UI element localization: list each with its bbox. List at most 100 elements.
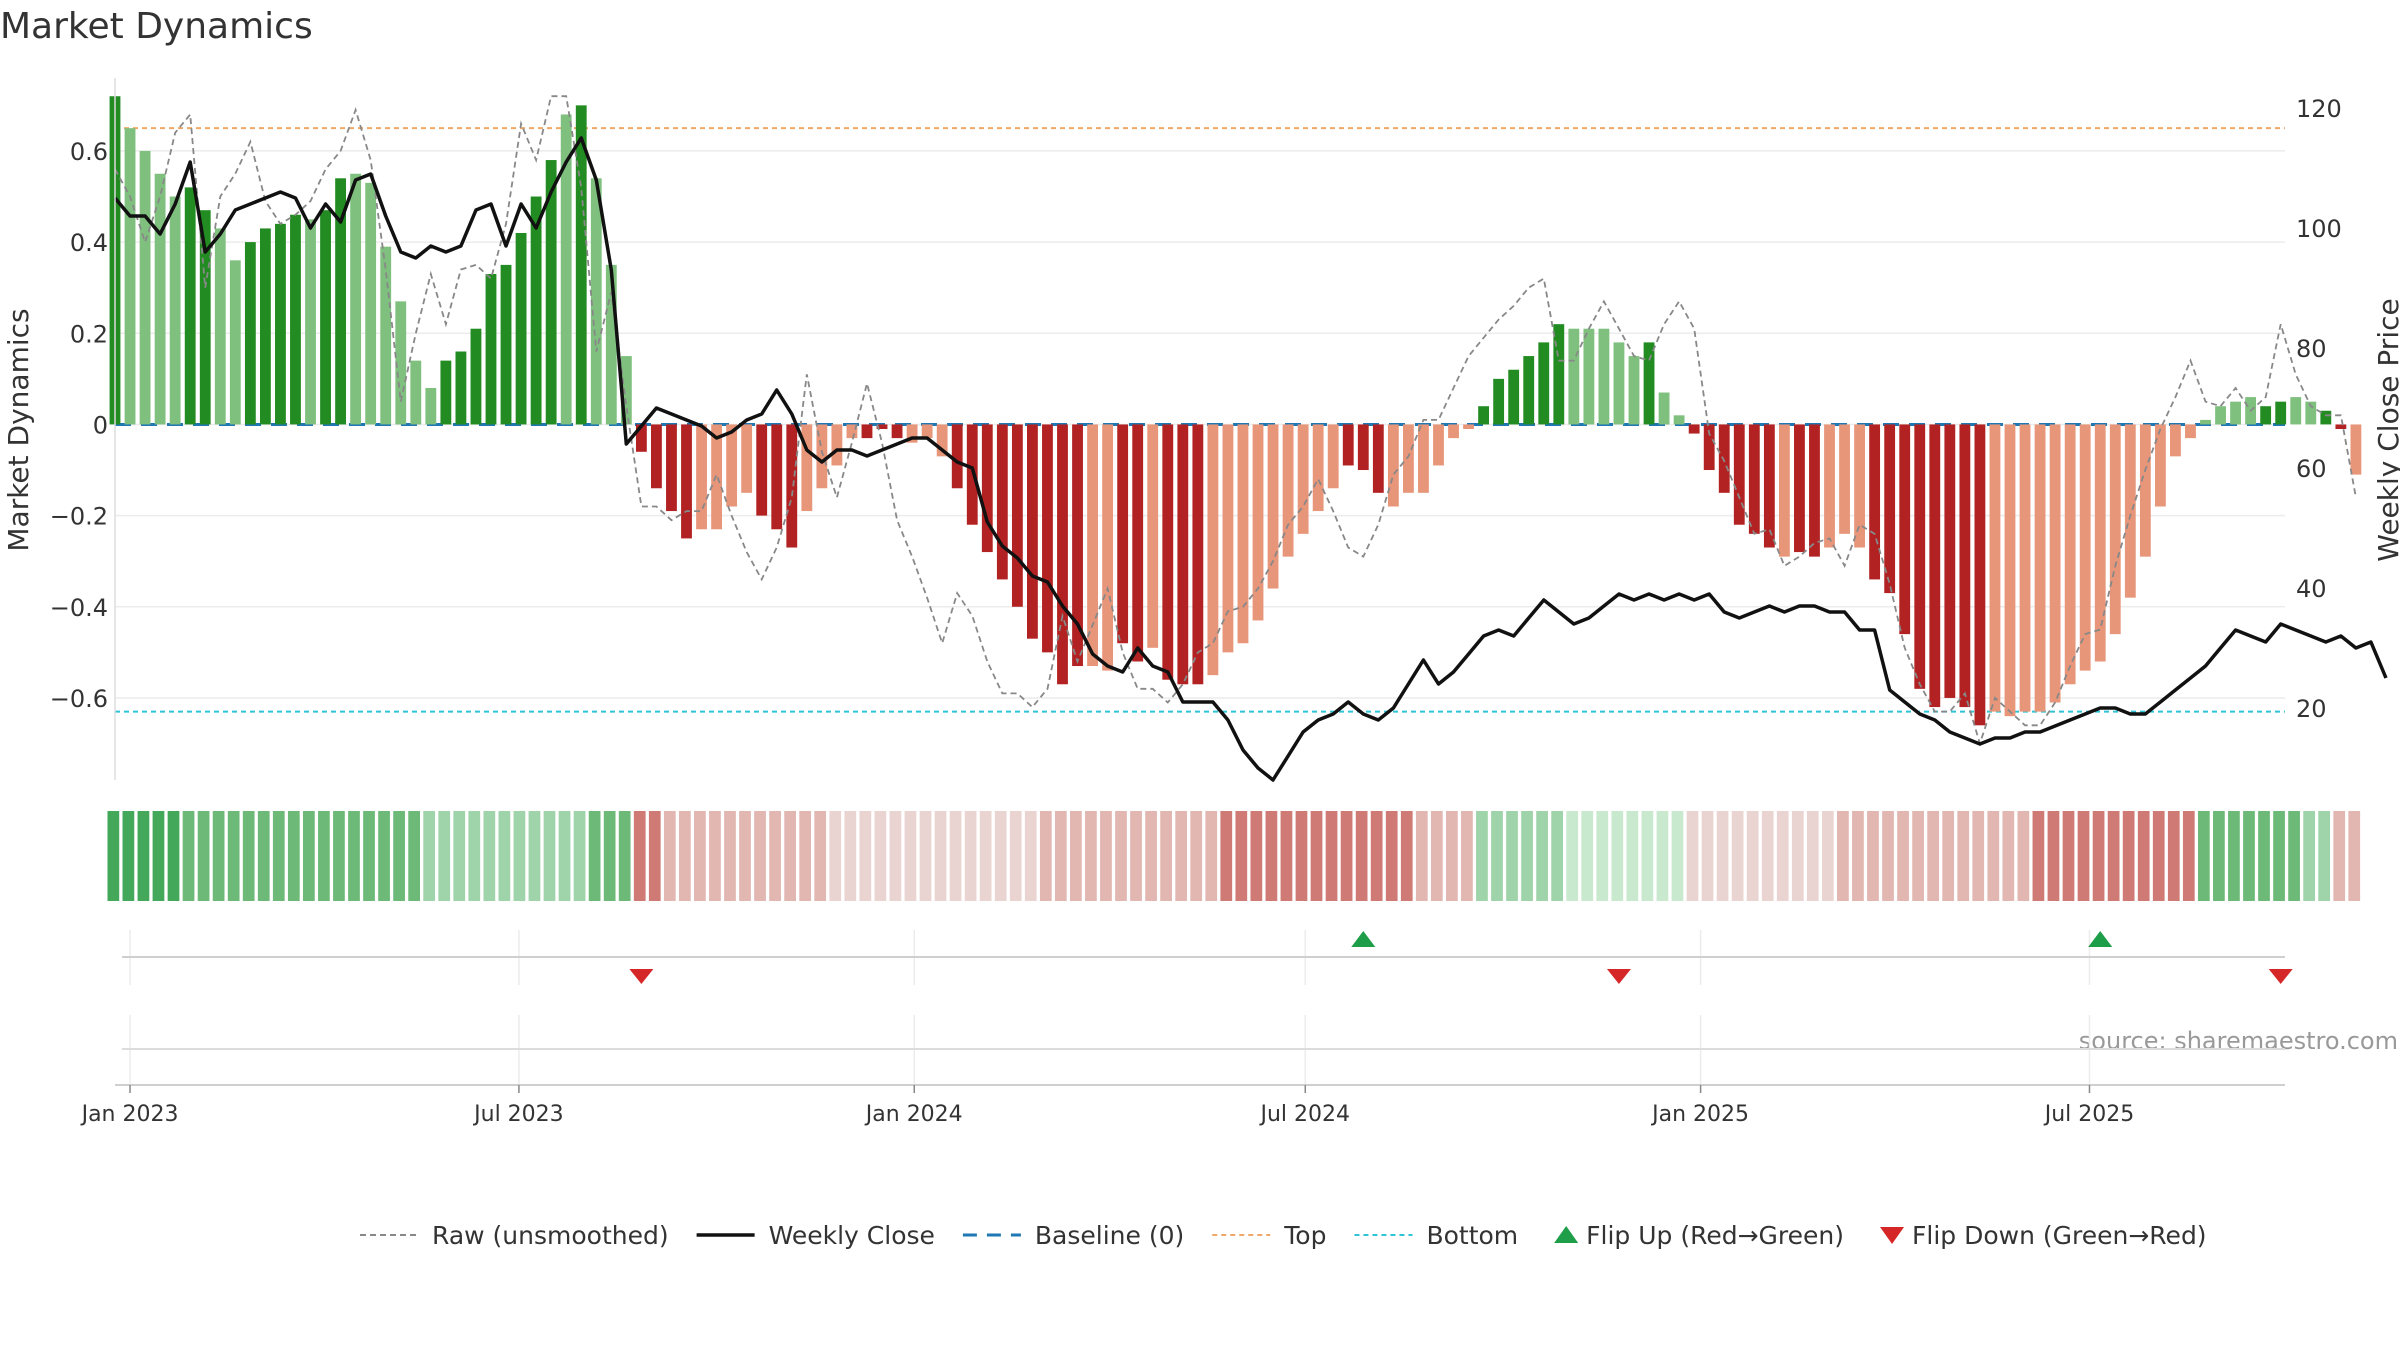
band-cell (1852, 811, 1864, 901)
band-cell (438, 811, 451, 901)
band-cell (1581, 811, 1594, 901)
dynamics-bar (1342, 424, 1354, 466)
dynamics-bar (1402, 424, 1414, 493)
band-cell (889, 811, 902, 901)
band-cell (2303, 811, 2315, 901)
band-cell (603, 811, 616, 901)
band-cell (318, 811, 330, 901)
dynamics-bar (651, 424, 662, 489)
band-cell (1145, 811, 1157, 901)
dynamics-bar (756, 424, 768, 516)
band-cell (423, 811, 436, 901)
band-cell (227, 811, 240, 901)
dynamics-bar (1207, 424, 1219, 676)
dynamics-bar (214, 228, 226, 425)
dynamics-bar (1959, 424, 1971, 708)
legend-item-baseline: Baseline (0) (962, 1221, 1184, 1250)
band-cell (1611, 811, 1624, 901)
band-cell (573, 811, 586, 901)
flip-down-marker (629, 969, 654, 984)
band-cell (964, 811, 977, 901)
dynamics-bar (2049, 424, 2061, 703)
dynamics-bar (831, 424, 843, 466)
band-cell (2137, 811, 2150, 901)
band-cell (2002, 811, 2015, 901)
y-tick-right-label: 40 (2296, 575, 2327, 603)
dynamics-bar (350, 173, 362, 425)
dynamics-bar (921, 424, 933, 439)
band-cell (874, 811, 887, 901)
dynamics-bar (1989, 424, 2001, 712)
dynamics-bar (2305, 401, 2317, 425)
y-axis-left-label: Market Dynamics (2, 308, 35, 551)
dynamics-bar (2109, 424, 2121, 635)
dynamics-bar (2079, 424, 2091, 671)
dynamics-bar (1763, 424, 1775, 548)
band-cell (979, 811, 992, 901)
dynamics-bar (365, 182, 377, 425)
band-cell (1400, 811, 1413, 901)
band-cell (1897, 811, 1909, 901)
dynamics-bar (305, 219, 316, 425)
band-cell (1806, 811, 1819, 901)
band-cell (257, 811, 270, 901)
band-cell (1130, 811, 1142, 901)
dynamics-bar (1748, 424, 1760, 534)
band-cell (2107, 811, 2120, 901)
dynamics-bar (1809, 424, 1820, 557)
dynamics-bar (2350, 424, 2362, 475)
band-cell (1596, 811, 1609, 901)
y-tick-right-label: 60 (2296, 455, 2327, 483)
dynamics-bar (1718, 424, 1730, 493)
band-cell (2258, 811, 2270, 901)
dynamics-bar (515, 232, 527, 425)
x-tick-label: Jul 2025 (2043, 1102, 2135, 1127)
dynamics-bar (1297, 424, 1309, 534)
band-cell (1701, 811, 1714, 901)
band-cell (468, 811, 481, 901)
band-cell (2092, 811, 2105, 901)
band-cell (1686, 811, 1699, 901)
dynamics-bar (2170, 424, 2181, 457)
dynamics-bar (1252, 424, 1264, 621)
dynamics-bar (1568, 328, 1580, 425)
band-cell (1626, 811, 1639, 901)
band-cell (1039, 811, 1052, 901)
band-cell (1385, 811, 1398, 901)
band-cell (1115, 811, 1127, 901)
band-cell (904, 811, 917, 901)
dynamics-bar (1102, 424, 1114, 671)
band-cell (859, 811, 872, 901)
band-cell (1280, 811, 1293, 901)
dynamics-bar (1658, 392, 1670, 425)
dynamics-bar (906, 424, 918, 443)
dynamics-bar (861, 424, 873, 439)
legend-item-bottom: Bottom (1354, 1221, 1518, 1250)
dynamics-bar (1914, 424, 1926, 689)
band-cell (558, 811, 571, 901)
dynamics-bar (1899, 424, 1911, 635)
dynamics-bar (1087, 424, 1098, 667)
dynamics-bar (1628, 356, 1640, 425)
dynamics-bar (2064, 424, 2076, 685)
y-tick-left-label: 0.2 (70, 320, 108, 348)
band-cell (107, 811, 120, 901)
regime-heat-band (107, 811, 2361, 901)
band-cell (1521, 811, 1533, 901)
band-cell (588, 811, 601, 901)
dynamics-bar (1267, 424, 1279, 589)
dynamics-bar (1733, 424, 1745, 525)
band-cell (1837, 811, 1849, 901)
band-cell (1070, 811, 1082, 901)
dynamics-bar (590, 178, 602, 425)
legend-item-top: Top (1212, 1221, 1326, 1250)
band-cell (1446, 811, 1458, 901)
weekly-close-series (113, 136, 2388, 782)
band-cell (648, 811, 661, 901)
dynamics-bar (335, 178, 347, 425)
legend-label: Top (1283, 1221, 1326, 1250)
band-cell (814, 811, 827, 901)
band-cell (1821, 811, 1834, 901)
legend: Raw (unsmoothed) Weekly Close Baseline (0)… (360, 1221, 2207, 1250)
